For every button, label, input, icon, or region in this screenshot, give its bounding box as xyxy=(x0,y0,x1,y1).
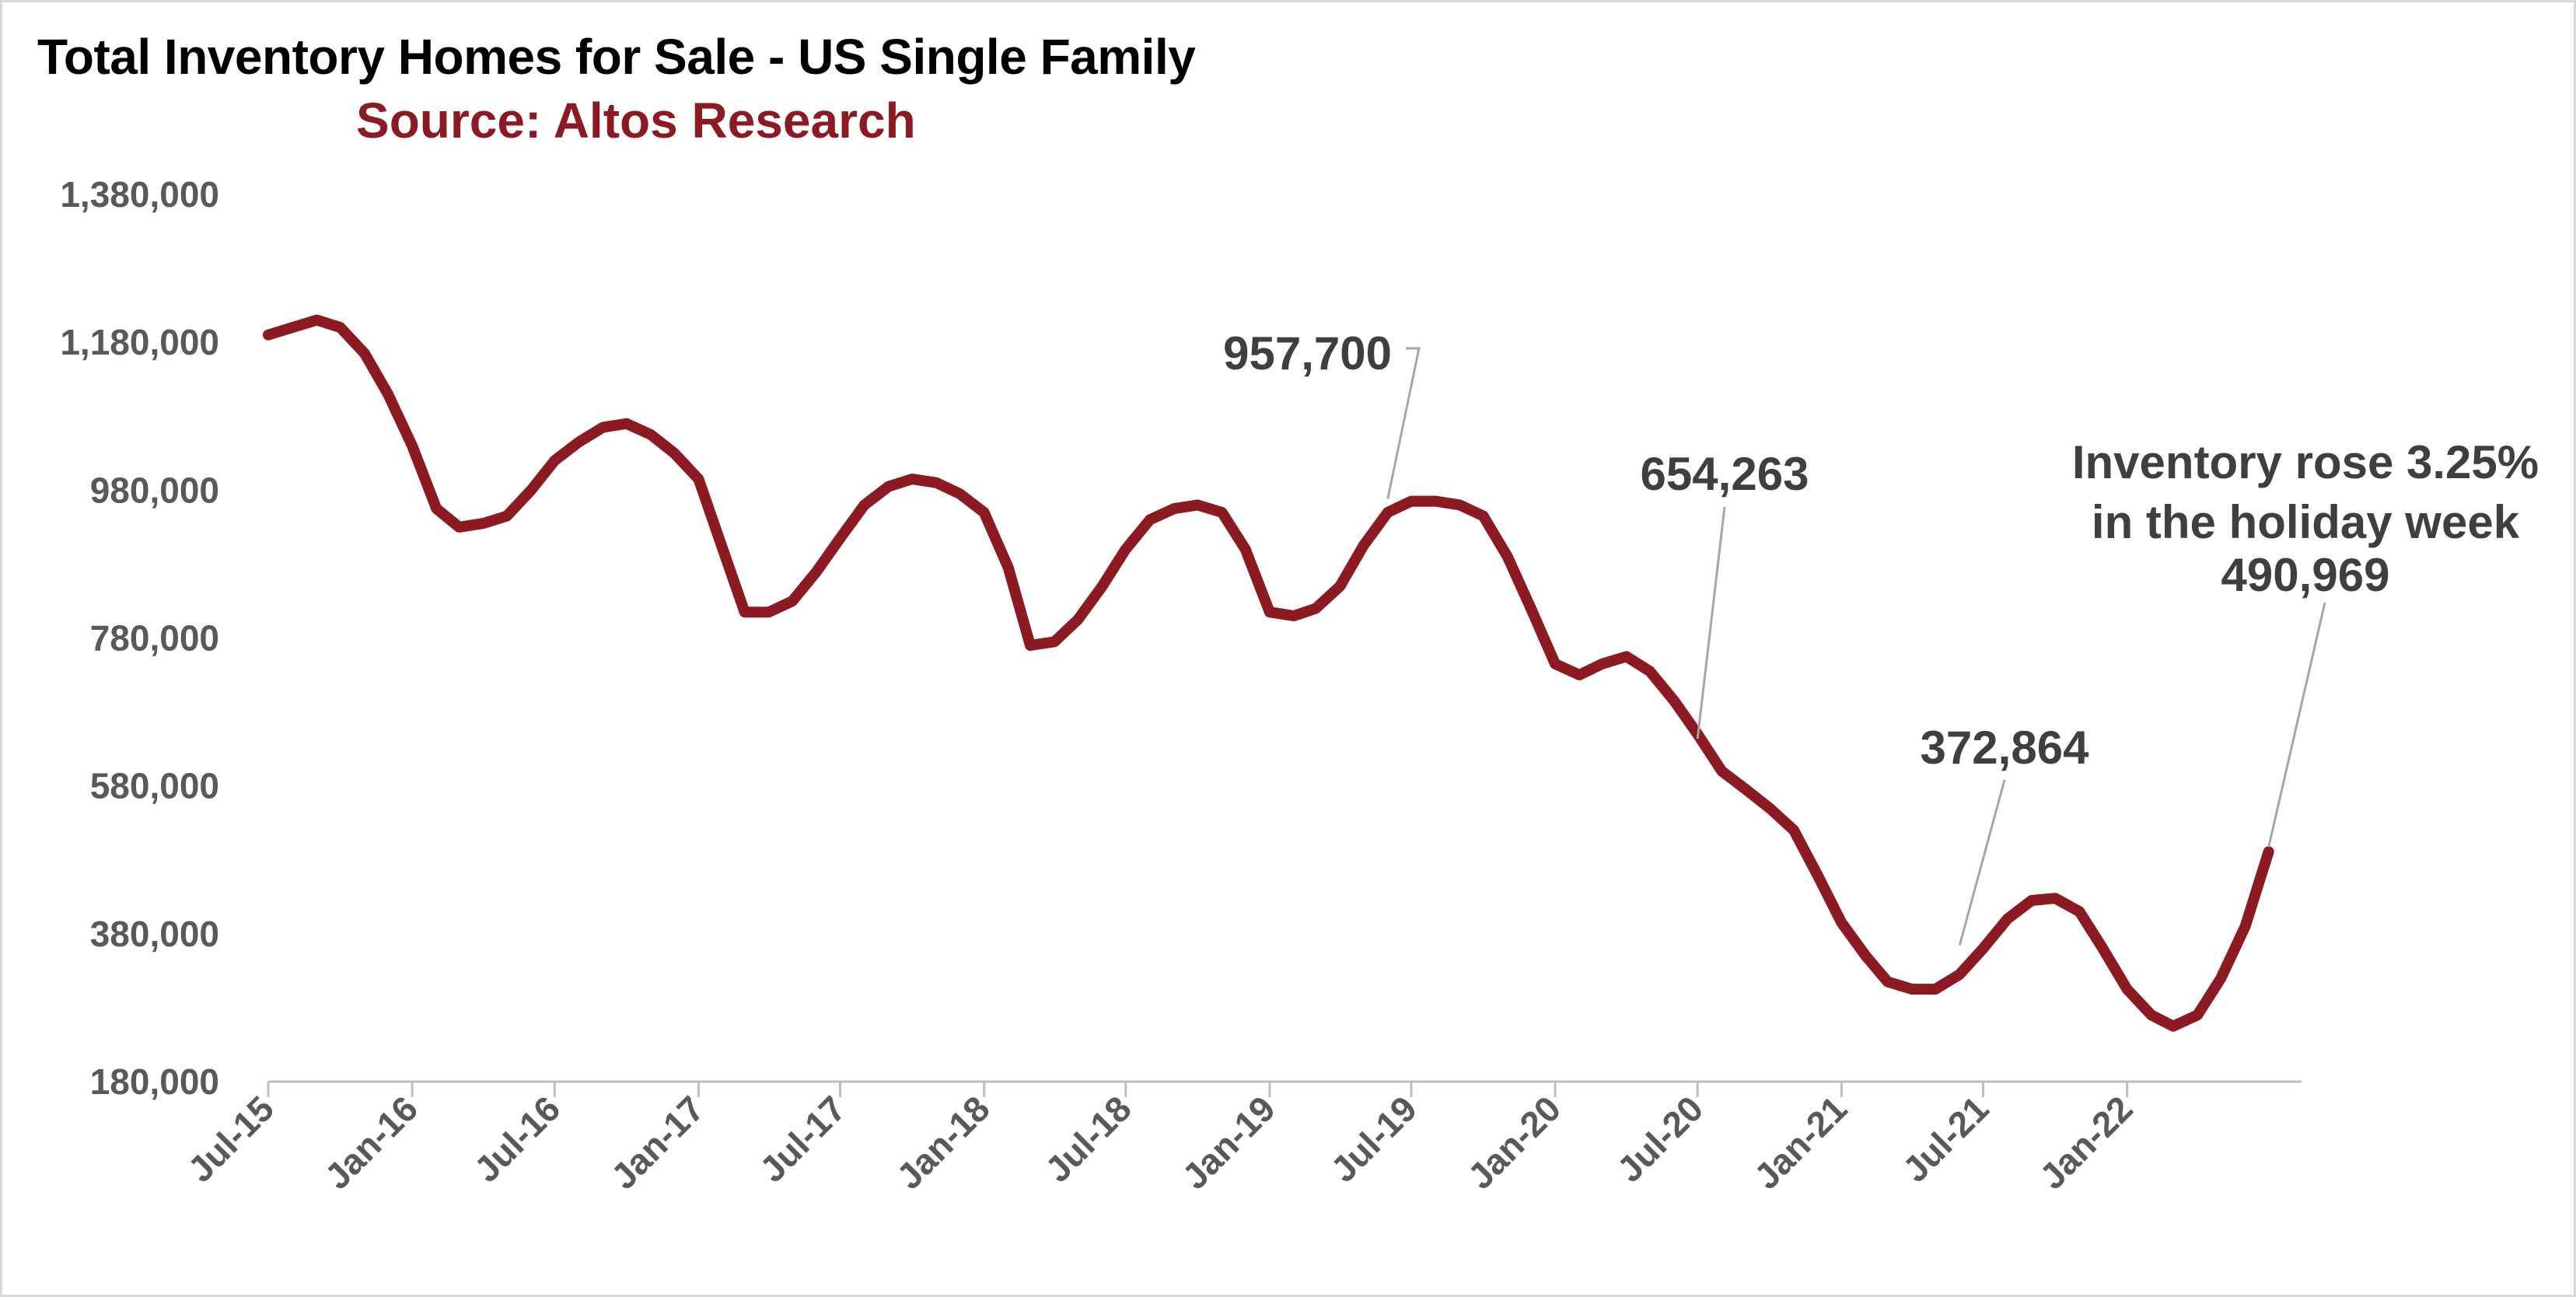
annotation-label: 490,969 xyxy=(2221,549,2390,601)
y-tick-label: 980,000 xyxy=(90,470,219,510)
series-line xyxy=(263,314,2274,1032)
x-tick-label: Jul-15 xyxy=(180,1088,281,1190)
x-tick-label: Jul-20 xyxy=(1610,1088,1711,1190)
chart-subtitle: Source: Altos Research xyxy=(356,93,916,149)
annotation-leader xyxy=(1696,506,1726,739)
x-tick-label: Jan-20 xyxy=(1459,1088,1568,1197)
annotation-leader xyxy=(1958,779,2006,946)
y-tick-label: 1,380,000 xyxy=(60,174,219,215)
annotation-leader xyxy=(2267,602,2326,848)
annotation-label: 957,700 xyxy=(1223,327,1392,379)
series-group xyxy=(263,314,2274,1032)
chart-title: Total Inventory Homes for Sale - US Sing… xyxy=(37,29,1196,85)
y-tick-label: 180,000 xyxy=(90,1061,219,1102)
annotation-leader xyxy=(1386,347,1421,499)
annotation-label: 654,263 xyxy=(1641,448,1809,500)
x-tick-label: Jul-16 xyxy=(467,1088,568,1190)
y-tick-label: 780,000 xyxy=(90,618,219,659)
x-tick-labels: Jul-15 Jan-16 Jul-16 Jan-17 Jul-17 Jan-18 Jul-… xyxy=(180,1088,2140,1197)
x-tick-label: Jan-18 xyxy=(889,1088,998,1197)
y-tick-label: 1,180,000 xyxy=(60,322,219,362)
y-tick-labels: 180,000 380,000 580,000 780,000 980,000 1,180… xyxy=(60,174,219,1102)
x-tick-label: Jan-19 xyxy=(1174,1088,1283,1197)
x-tick-label: Jan-22 xyxy=(2032,1088,2141,1197)
x-tick-label: Jul-19 xyxy=(1323,1088,1424,1190)
x-tick-label: Jul-21 xyxy=(1895,1088,1997,1190)
y-tick-label: 380,000 xyxy=(90,914,219,954)
x-tick-label: Jan-17 xyxy=(603,1088,712,1197)
x-tick-label: Jul-18 xyxy=(1037,1088,1139,1190)
annotation-label: Inventory rose 3.25% xyxy=(2072,436,2539,488)
axes xyxy=(267,1080,2302,1097)
y-tick-label: 580,000 xyxy=(90,766,219,806)
x-tick-label: Jul-17 xyxy=(752,1088,854,1190)
annotation-label: 372,864 xyxy=(1921,722,2090,774)
annotation-label: in the holiday week xyxy=(2092,496,2520,548)
x-tick-label: Jan-21 xyxy=(1746,1088,1855,1197)
x-tick-label: Jan-16 xyxy=(316,1088,425,1197)
annotations: 957,700 654,263 372,864 Inventory rose 3.25… xyxy=(1223,327,2539,946)
